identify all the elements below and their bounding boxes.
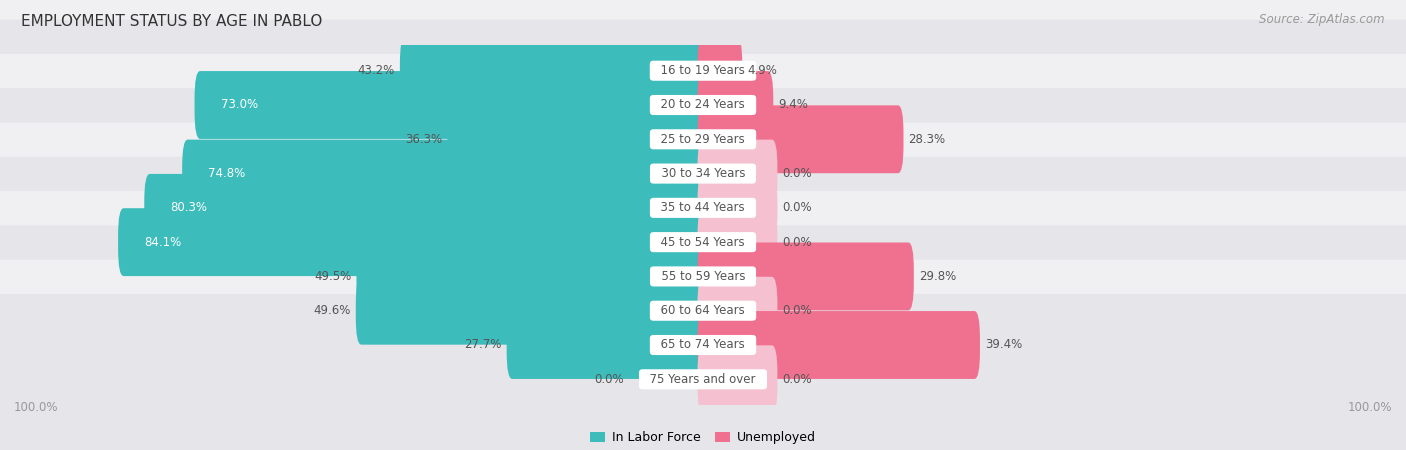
FancyBboxPatch shape bbox=[0, 0, 1406, 156]
Text: 0.0%: 0.0% bbox=[782, 201, 811, 214]
Text: 29.8%: 29.8% bbox=[918, 270, 956, 283]
Text: 16 to 19 Years: 16 to 19 Years bbox=[654, 64, 752, 77]
Text: 65 to 74 Years: 65 to 74 Years bbox=[654, 338, 752, 351]
Text: 27.7%: 27.7% bbox=[464, 338, 502, 351]
Text: 9.4%: 9.4% bbox=[778, 99, 808, 112]
Text: 100.0%: 100.0% bbox=[1347, 400, 1392, 414]
Legend: In Labor Force, Unemployed: In Labor Force, Unemployed bbox=[585, 426, 821, 449]
FancyBboxPatch shape bbox=[697, 311, 980, 379]
Text: 20 to 24 Years: 20 to 24 Years bbox=[654, 99, 752, 112]
Text: 55 to 59 Years: 55 to 59 Years bbox=[654, 270, 752, 283]
Text: 25 to 29 Years: 25 to 29 Years bbox=[654, 133, 752, 146]
Text: 84.1%: 84.1% bbox=[145, 236, 181, 249]
Text: 39.4%: 39.4% bbox=[984, 338, 1022, 351]
FancyBboxPatch shape bbox=[0, 225, 1406, 396]
FancyBboxPatch shape bbox=[0, 294, 1406, 450]
Text: 45 to 54 Years: 45 to 54 Years bbox=[654, 236, 752, 249]
FancyBboxPatch shape bbox=[0, 88, 1406, 259]
Text: 75 Years and over: 75 Years and over bbox=[643, 373, 763, 386]
Text: 0.0%: 0.0% bbox=[782, 167, 811, 180]
Text: 100.0%: 100.0% bbox=[14, 400, 59, 414]
FancyBboxPatch shape bbox=[0, 260, 1406, 430]
Text: 0.0%: 0.0% bbox=[595, 373, 624, 386]
Text: 80.3%: 80.3% bbox=[170, 201, 208, 214]
FancyBboxPatch shape bbox=[697, 105, 904, 173]
FancyBboxPatch shape bbox=[0, 122, 1406, 293]
Text: 36.3%: 36.3% bbox=[405, 133, 443, 146]
Text: 43.2%: 43.2% bbox=[357, 64, 395, 77]
Text: EMPLOYMENT STATUS BY AGE IN PABLO: EMPLOYMENT STATUS BY AGE IN PABLO bbox=[21, 14, 322, 28]
FancyBboxPatch shape bbox=[183, 140, 709, 207]
Text: 35 to 44 Years: 35 to 44 Years bbox=[654, 201, 752, 214]
FancyBboxPatch shape bbox=[697, 140, 778, 207]
Text: 28.3%: 28.3% bbox=[908, 133, 945, 146]
FancyBboxPatch shape bbox=[506, 311, 709, 379]
FancyBboxPatch shape bbox=[447, 105, 709, 173]
FancyBboxPatch shape bbox=[357, 243, 709, 310]
FancyBboxPatch shape bbox=[399, 37, 709, 105]
FancyBboxPatch shape bbox=[0, 157, 1406, 328]
FancyBboxPatch shape bbox=[697, 345, 778, 413]
FancyBboxPatch shape bbox=[697, 208, 778, 276]
FancyBboxPatch shape bbox=[697, 71, 773, 139]
FancyBboxPatch shape bbox=[118, 208, 709, 276]
Text: Source: ZipAtlas.com: Source: ZipAtlas.com bbox=[1260, 14, 1385, 27]
Text: 60 to 64 Years: 60 to 64 Years bbox=[654, 304, 752, 317]
Text: 0.0%: 0.0% bbox=[782, 236, 811, 249]
FancyBboxPatch shape bbox=[697, 174, 778, 242]
Text: 30 to 34 Years: 30 to 34 Years bbox=[654, 167, 752, 180]
FancyBboxPatch shape bbox=[145, 174, 709, 242]
Text: 49.6%: 49.6% bbox=[314, 304, 352, 317]
FancyBboxPatch shape bbox=[697, 243, 914, 310]
Text: 49.5%: 49.5% bbox=[315, 270, 352, 283]
Text: 0.0%: 0.0% bbox=[782, 304, 811, 317]
FancyBboxPatch shape bbox=[356, 277, 709, 345]
Text: 4.9%: 4.9% bbox=[747, 64, 778, 77]
Text: 73.0%: 73.0% bbox=[221, 99, 257, 112]
FancyBboxPatch shape bbox=[0, 191, 1406, 362]
Text: 0.0%: 0.0% bbox=[782, 373, 811, 386]
FancyBboxPatch shape bbox=[697, 277, 778, 345]
Text: 74.8%: 74.8% bbox=[208, 167, 246, 180]
FancyBboxPatch shape bbox=[194, 71, 709, 139]
FancyBboxPatch shape bbox=[697, 37, 742, 105]
FancyBboxPatch shape bbox=[0, 20, 1406, 190]
FancyBboxPatch shape bbox=[0, 54, 1406, 225]
